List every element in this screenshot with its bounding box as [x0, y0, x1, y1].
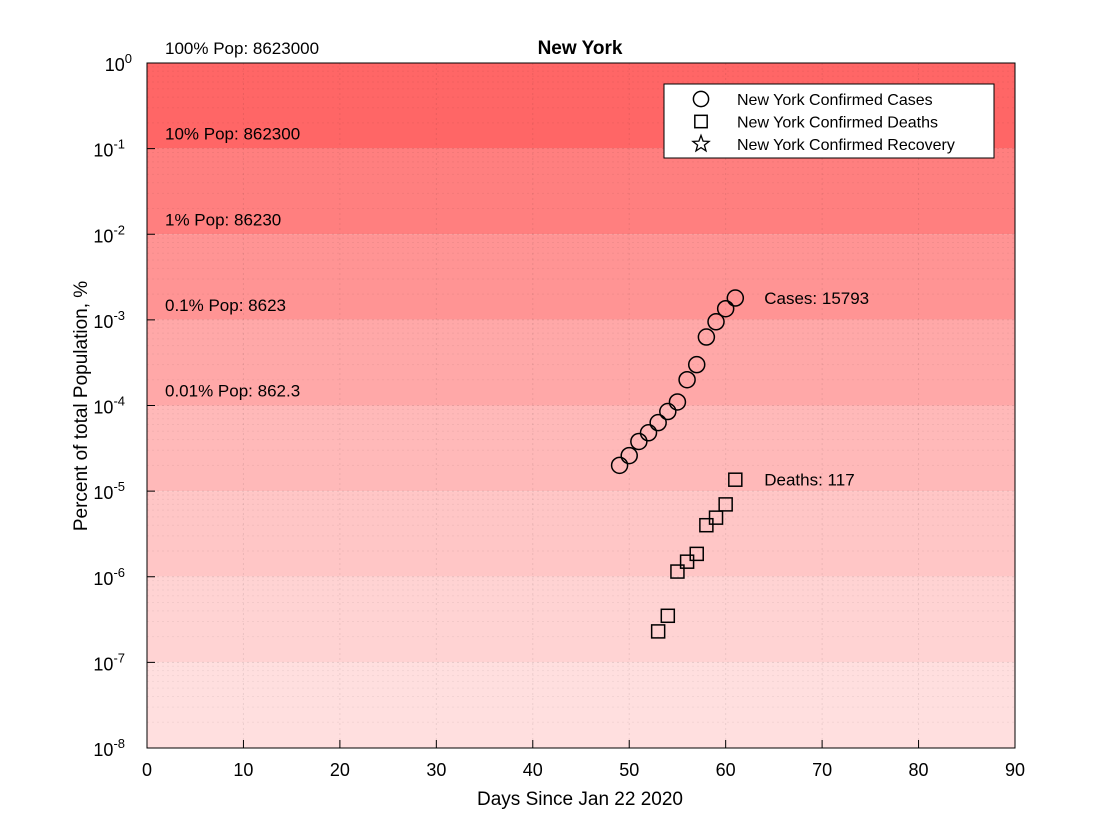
- data-annotation: Cases: 15793: [764, 289, 869, 308]
- cases-point: [630, 432, 648, 451]
- cases-point: [668, 393, 687, 411]
- x-tick-label: 0: [142, 760, 152, 780]
- cases-point: [649, 413, 667, 432]
- legend-marker-square: [694, 114, 708, 129]
- x-axis-label: Days Since Jan 22 2020: [477, 789, 683, 810]
- population-bands: [147, 63, 1015, 748]
- cases-point: [659, 402, 677, 421]
- legend-marker-circle: [692, 90, 710, 108]
- y-tick-label: 10-5: [93, 479, 125, 503]
- band-label: 0.1% Pop: 8623: [165, 296, 286, 315]
- band-5: [147, 491, 1015, 577]
- band-7: [147, 662, 1015, 748]
- y-tick-label: 10-4: [93, 394, 125, 418]
- data-annotation: Deaths: 117: [764, 471, 854, 490]
- cases-point: [707, 313, 725, 331]
- y-axis-label: Percent of total Population, %: [71, 281, 92, 531]
- deaths-point: [728, 472, 743, 487]
- y-tick-label: 10-1: [93, 137, 125, 161]
- legend-marker-star: [691, 133, 711, 153]
- x-tick-label: 20: [330, 760, 350, 780]
- band-labels: 100% Pop: 8623000 10% Pop: 862300 1% Pop: …: [165, 39, 319, 401]
- data-markers: [610, 289, 745, 639]
- band-4: [147, 405, 1015, 492]
- y-tick-label: 10-2: [93, 222, 125, 246]
- legend-entry: New York Confirmed Cases: [737, 92, 933, 109]
- legend-entry: New York Confirmed Deaths: [737, 115, 938, 132]
- legend-box: [663, 83, 995, 159]
- axes: [146, 62, 1016, 749]
- deaths-point: [660, 608, 676, 624]
- band-label: 100% Pop: 8623000: [165, 39, 319, 58]
- annotations: Cases: 15793 Deaths: 117: [764, 289, 869, 490]
- deaths-point: [670, 564, 685, 579]
- x-tick-label: 70: [812, 760, 832, 780]
- deaths-point: [708, 510, 724, 525]
- band-2: [147, 234, 1015, 320]
- cases-point: [716, 299, 735, 318]
- deaths-point: [718, 497, 733, 512]
- cases-point: [678, 370, 696, 389]
- y-tick-labels: 10-8 10-7 10-6 10-5 10-4 10-3 10-2 10-1 100: [93, 51, 132, 760]
- band-label: 1% Pop: 86230: [165, 210, 281, 229]
- x-tick-label: 50: [619, 760, 639, 780]
- x-tick-label: 90: [1005, 760, 1025, 780]
- cases-point: [697, 328, 716, 346]
- band-1: [147, 148, 1015, 235]
- legend: New York Confirmed Cases New York Confirm…: [663, 83, 995, 159]
- band-3: [147, 319, 1015, 406]
- y-tick-label: 100: [105, 51, 132, 75]
- y-tick-label: 10-6: [93, 565, 125, 589]
- cases-point: [620, 446, 638, 465]
- cases-point: [687, 355, 706, 374]
- chart-title: New York: [538, 38, 623, 59]
- y-tick-label: 10-3: [93, 308, 125, 332]
- grid-lines: [147, 63, 1015, 748]
- x-tick-label: 30: [426, 760, 446, 780]
- band-6: [147, 576, 1015, 663]
- x-tick-labels: 0 10 20 30 40 50 60 70 80 90: [142, 760, 1025, 780]
- deaths-point: [699, 517, 714, 533]
- y-tick-label: 10-8: [93, 736, 125, 760]
- deaths-point: [650, 624, 666, 639]
- deaths-point: [689, 546, 704, 562]
- y-tick-label: 10-7: [93, 650, 125, 674]
- cases-point: [610, 456, 629, 475]
- deaths-point: [679, 554, 695, 569]
- x-tick-label: 60: [716, 760, 736, 780]
- legend-entry: New York Confirmed Recovery: [737, 137, 955, 154]
- x-tick-label: 80: [909, 760, 929, 780]
- cases-point: [726, 289, 745, 307]
- band-label: 0.01% Pop: 862.3: [165, 382, 300, 401]
- cases-point: [639, 424, 658, 442]
- x-tick-label: 40: [523, 760, 543, 780]
- x-tick-label: 10: [233, 760, 253, 780]
- band-label: 10% Pop: 862300: [165, 125, 300, 144]
